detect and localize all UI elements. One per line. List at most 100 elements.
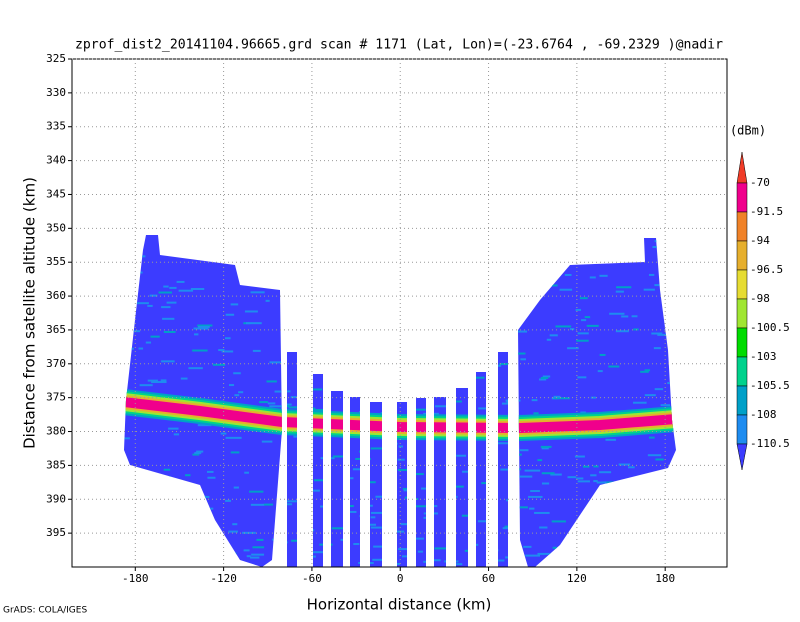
speckle	[397, 458, 405, 461]
speckle	[84, 255, 89, 257]
speckle	[515, 545, 522, 548]
speckle	[187, 247, 203, 250]
speckle	[674, 440, 676, 443]
speckle	[180, 248, 191, 251]
colorbar-segment	[736, 414, 748, 445]
colorbar-label: -103	[750, 350, 777, 363]
speckle	[297, 363, 308, 366]
speckle	[258, 272, 271, 275]
speckle	[405, 370, 420, 373]
colorbar-label: -96.5	[750, 263, 783, 276]
speckle	[541, 472, 555, 475]
speckle	[320, 505, 325, 508]
speckle	[366, 523, 376, 526]
speckle	[437, 346, 451, 349]
speckle	[486, 309, 500, 312]
speckle	[448, 485, 464, 488]
speckle	[501, 402, 517, 405]
speckle	[385, 412, 392, 415]
speckle	[500, 468, 514, 471]
speckle	[110, 245, 120, 247]
speckle	[400, 523, 415, 526]
speckle	[75, 401, 83, 403]
speckle	[90, 394, 104, 396]
speckle	[580, 411, 586, 414]
speckle	[715, 387, 719, 389]
speckle	[621, 315, 629, 318]
speckle	[358, 561, 374, 564]
speckle	[91, 422, 103, 424]
speckle	[633, 328, 639, 331]
speckle	[577, 480, 590, 483]
y-tick-label: 370	[46, 357, 66, 370]
plot-frame	[71, 58, 728, 568]
speckle	[194, 452, 202, 455]
speckle	[134, 557, 150, 560]
speckle	[124, 529, 128, 532]
speckle	[250, 291, 265, 294]
speckle	[710, 290, 715, 292]
speckle	[721, 375, 736, 377]
speckle	[196, 450, 204, 453]
speckle	[687, 286, 693, 288]
speckle	[713, 449, 723, 451]
field	[75, 235, 736, 567]
speckle	[153, 499, 169, 502]
speckle	[370, 516, 376, 519]
speckle	[94, 413, 105, 415]
speckle	[409, 376, 421, 379]
speckle	[370, 511, 383, 514]
speckle	[300, 236, 308, 239]
speckle	[633, 401, 647, 404]
speckle	[193, 327, 209, 330]
speckle	[597, 556, 612, 559]
speckle	[503, 282, 516, 285]
speckle	[370, 447, 385, 450]
speckle	[679, 247, 690, 249]
speckle	[644, 394, 656, 397]
speckle	[173, 492, 188, 495]
speckle	[404, 496, 411, 499]
speckle	[398, 445, 403, 448]
speckle	[244, 471, 249, 474]
speckle	[421, 351, 436, 354]
speckle	[534, 511, 550, 514]
speckle	[441, 337, 453, 340]
speckle	[610, 536, 617, 539]
speckle	[700, 468, 706, 470]
speckle	[496, 442, 511, 445]
speckle	[321, 260, 332, 263]
speckle	[628, 240, 633, 243]
speckle	[509, 550, 516, 553]
speckle	[225, 499, 231, 502]
speckle	[597, 370, 603, 373]
y-tick-label: 330	[46, 86, 66, 99]
speckle	[250, 503, 265, 506]
x-tick-label: -180	[122, 572, 149, 585]
speckle	[613, 482, 624, 485]
speckle	[77, 523, 92, 525]
speckle	[293, 435, 308, 438]
speckle	[232, 523, 238, 526]
speckle	[413, 473, 424, 476]
speckle	[444, 560, 459, 563]
speckle	[251, 553, 265, 556]
speckle	[699, 393, 713, 395]
speckle	[713, 355, 726, 357]
speckle	[245, 322, 262, 325]
speckle	[359, 450, 371, 453]
speckle	[678, 452, 691, 454]
speckle	[147, 304, 153, 307]
speckle	[131, 255, 146, 258]
speckle	[648, 273, 655, 276]
speckle	[389, 315, 399, 318]
speckle	[719, 484, 734, 486]
speckle	[252, 349, 261, 352]
speckle	[115, 442, 122, 444]
speckle	[267, 402, 276, 405]
speckle	[168, 427, 179, 430]
speckle	[385, 495, 394, 498]
speckle	[422, 302, 434, 305]
speckle	[128, 347, 134, 350]
speckle	[404, 279, 418, 282]
